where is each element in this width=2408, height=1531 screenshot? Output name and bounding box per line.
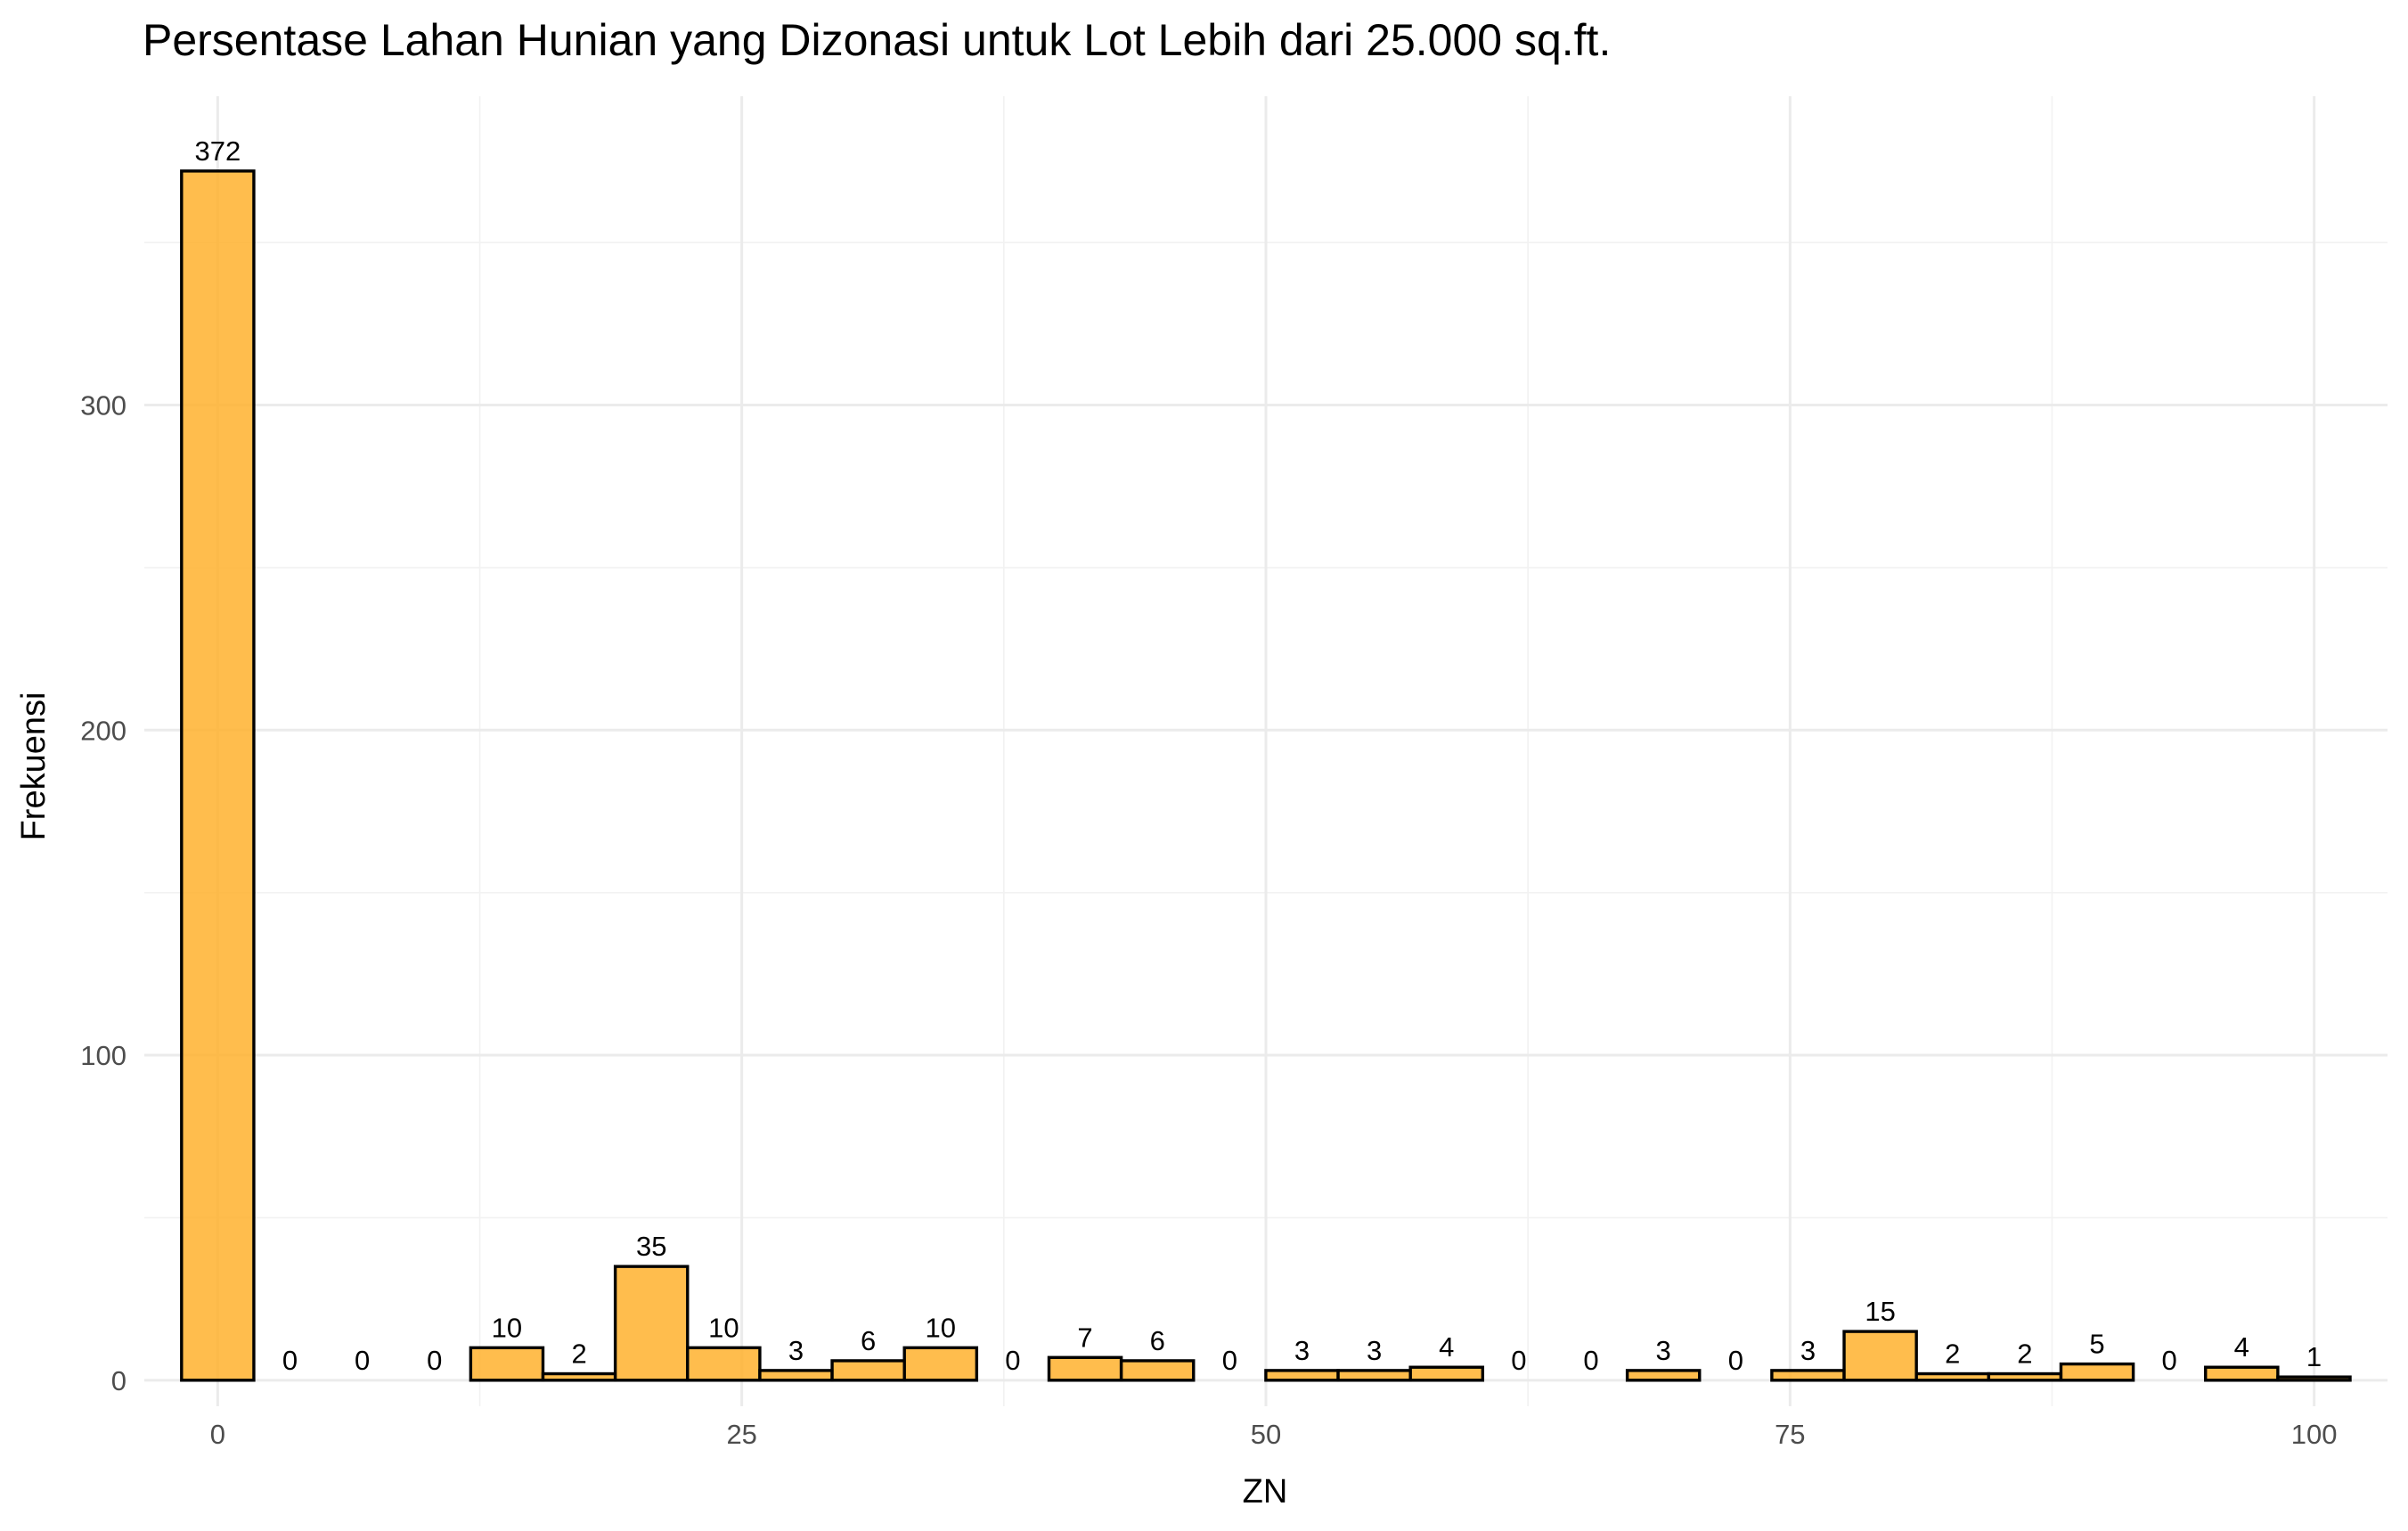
bar-value-label: 0 xyxy=(2162,1345,2177,1376)
bars xyxy=(180,169,2352,1382)
bar-value-label: 15 xyxy=(1865,1296,1895,1327)
x-tick-label: 25 xyxy=(726,1419,756,1450)
y-tick-label: 200 xyxy=(80,715,127,746)
bar-value-label: 4 xyxy=(2234,1331,2249,1363)
bar xyxy=(758,1369,834,1382)
bar-value-label: 0 xyxy=(1728,1345,1743,1376)
grid xyxy=(144,96,2388,1406)
bar-value-label: 35 xyxy=(636,1231,666,1262)
y-tick-label: 100 xyxy=(80,1040,127,1071)
bar-value-label: 4 xyxy=(1439,1331,1454,1363)
chart-title: Persentase Lahan Hunian yang Dizonasi un… xyxy=(143,15,1611,65)
bar-value-label: 6 xyxy=(861,1325,876,1356)
bar xyxy=(469,1346,545,1382)
bar-labels: 372 0 0 0 10 2 35 10 3 6 10 0 7 6 0 3 3 4 0 0 3 0 3 15 2 2 5 0 4 1 xyxy=(194,135,2322,1376)
bar xyxy=(613,1265,690,1382)
bar xyxy=(1842,1330,1918,1382)
bar xyxy=(541,1371,617,1382)
bar-value-label: 3 xyxy=(1800,1335,1816,1366)
bar xyxy=(902,1346,979,1382)
bar-value-label: 3 xyxy=(1367,1335,1382,1366)
bar-value-label: 3 xyxy=(1656,1335,1671,1366)
bar xyxy=(1625,1369,1702,1382)
bar-value-label: 10 xyxy=(926,1312,956,1343)
x-tick-label: 75 xyxy=(1775,1419,1805,1450)
bar-value-label: 0 xyxy=(355,1345,370,1376)
bar-value-label: 10 xyxy=(492,1312,522,1343)
bar-value-label: 0 xyxy=(1583,1345,1598,1376)
bar xyxy=(1408,1365,1485,1382)
x-axis-ticks: 0 25 50 75 100 xyxy=(210,1419,2338,1450)
x-axis-title: ZN xyxy=(1243,1473,1288,1511)
y-axis-ticks: 0 100 200 300 xyxy=(80,390,127,1396)
bar xyxy=(180,169,256,1382)
bar-value-label: 0 xyxy=(1005,1345,1020,1376)
bar-value-label: 372 xyxy=(194,135,241,167)
y-axis-title: Frekuensi xyxy=(15,692,53,841)
bar xyxy=(2059,1362,2135,1382)
y-tick-label: 0 xyxy=(111,1365,127,1396)
bar xyxy=(1770,1369,1846,1382)
x-tick-label: 100 xyxy=(2291,1419,2338,1450)
y-tick-label: 300 xyxy=(80,390,127,422)
bar xyxy=(1264,1369,1340,1382)
bar-value-label: 7 xyxy=(1077,1322,1092,1353)
bar xyxy=(1987,1371,2063,1382)
bar-value-label: 0 xyxy=(1222,1345,1237,1376)
bar-value-label: 3 xyxy=(788,1335,804,1366)
bar-value-label: 6 xyxy=(1150,1325,1165,1356)
bar xyxy=(1047,1355,1123,1382)
bar xyxy=(2204,1365,2280,1382)
x-tick-label: 0 xyxy=(210,1419,225,1450)
bar xyxy=(2276,1375,2352,1382)
bar-value-label: 5 xyxy=(2089,1329,2104,1360)
bar xyxy=(1119,1359,1196,1382)
x-tick-label: 50 xyxy=(1251,1419,1281,1450)
bar-value-label: 10 xyxy=(708,1312,739,1343)
bar-value-label: 1 xyxy=(2306,1341,2322,1372)
bar xyxy=(830,1359,906,1382)
bar-value-label: 0 xyxy=(427,1345,442,1376)
bar-value-label: 0 xyxy=(1511,1345,1526,1376)
bar-value-label: 2 xyxy=(571,1339,586,1370)
bar-value-label: 0 xyxy=(282,1345,298,1376)
bar-value-label: 3 xyxy=(1294,1335,1310,1366)
bar-value-label: 2 xyxy=(2017,1339,2032,1370)
bar-value-label: 2 xyxy=(1945,1339,1960,1370)
bar xyxy=(1336,1369,1412,1382)
bar xyxy=(686,1346,762,1382)
bar xyxy=(1914,1371,1991,1382)
